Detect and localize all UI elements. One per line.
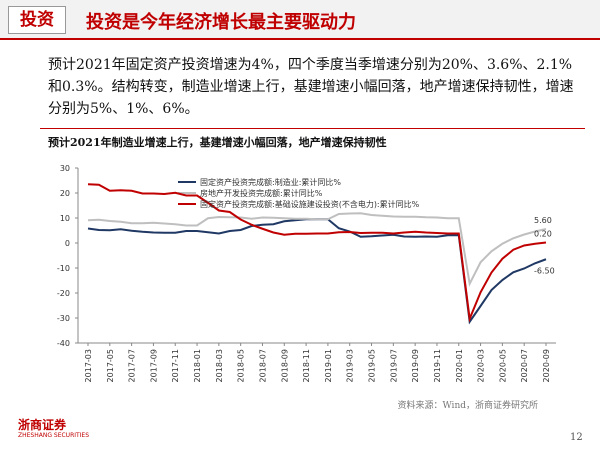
x-tick-label: 2020-03 xyxy=(477,349,486,382)
slide-title: 投资是今年经济增长最主要驱动力 xyxy=(86,12,356,33)
y-tick-label: 30 xyxy=(60,164,70,173)
x-tick-label: 2017-09 xyxy=(149,349,158,382)
y-tick-label: -10 xyxy=(57,264,70,273)
value-label: -6.50 xyxy=(534,266,555,275)
x-tick-label: 2018-03 xyxy=(215,349,224,382)
x-tick-label: 2019-01 xyxy=(324,349,333,382)
x-tick-label: 2019-07 xyxy=(389,349,398,382)
source: 资料来源：Wind，浙商证券研究所 xyxy=(397,401,538,411)
x-tick-label: 2017-03 xyxy=(84,349,93,382)
y-tick-label: -40 xyxy=(57,339,70,348)
y-tick-label: 10 xyxy=(60,214,70,223)
value-label: 5.60 xyxy=(534,216,552,225)
x-tick-label: 2019-09 xyxy=(411,349,420,382)
x-tick-label: 2017-11 xyxy=(171,349,180,382)
series-line xyxy=(87,183,547,323)
header-bar xyxy=(0,0,600,40)
y-tick-label: 0 xyxy=(65,239,70,248)
x-tick-label: 2018-05 xyxy=(237,349,246,382)
x-tick-label: 2018-01 xyxy=(193,349,202,382)
y-tick-label: -20 xyxy=(57,289,70,298)
logo-subtitle: ZHESHANG SECURITIES xyxy=(18,432,90,439)
chart: -40 -30 -20 -10 0 10 20 30 2017-03 2017-05 2017-07… xyxy=(57,164,556,382)
x-tick-label: 2019-11 xyxy=(433,349,442,382)
x-tick-label: 2018-07 xyxy=(258,349,267,382)
x-tick-label: 2017-05 xyxy=(106,349,115,382)
logo: 浙商证券 xyxy=(18,418,67,432)
x-tick-label: 2018-09 xyxy=(280,349,289,382)
x-tick-label: 2019-05 xyxy=(368,349,377,382)
value-label: 0.20 xyxy=(534,230,552,239)
page-number: 12 xyxy=(570,432,583,443)
legend-label: 固定资产投资完成额:基础设施建设投资(不含电力):累计同比% xyxy=(200,199,420,209)
section-tag: 投资 xyxy=(8,6,66,34)
x-tick-label: 2020-01 xyxy=(455,349,464,382)
legend-label: 房地产开发投资完成额:累计同比% xyxy=(200,188,323,198)
x-tick-label: 2018-11 xyxy=(302,349,311,382)
x-tick-label: 2019-03 xyxy=(346,349,355,382)
series-line xyxy=(87,212,547,287)
summary: 预计2021年固定资产投资增速为4%，四个季度当季增速分别为20%、3.6%、2… xyxy=(48,57,574,117)
legend-label: 固定资产投资完成额:制造业:累计同比% xyxy=(200,177,341,187)
separator xyxy=(40,128,585,129)
chart-title: 预计2021年制造业增速上行，基建增速小幅回落，地产增速保持韧性 xyxy=(48,136,387,149)
x-tick-label: 2020-09 xyxy=(542,349,551,382)
x-tick-label: 2020-05 xyxy=(498,349,507,382)
x-tick-label: 2017-07 xyxy=(128,349,137,382)
y-tick-label: -30 xyxy=(57,314,70,323)
y-tick-label: 20 xyxy=(60,189,70,198)
x-tick-label: 2020-07 xyxy=(520,349,529,382)
